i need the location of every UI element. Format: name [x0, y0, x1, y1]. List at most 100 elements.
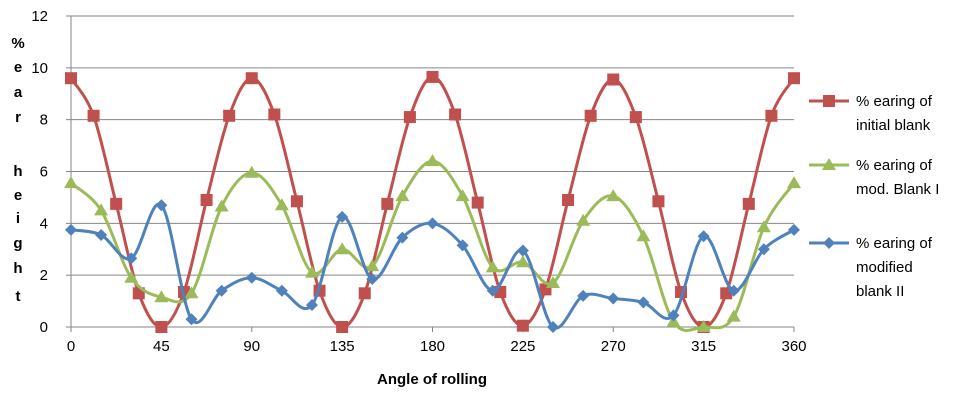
data-point: [274, 198, 289, 211]
data-point: [381, 197, 394, 210]
x-tick-label: 360: [781, 338, 806, 355]
data-point: [290, 195, 303, 208]
data-point: [607, 73, 620, 86]
data-point: [336, 210, 349, 223]
y-tick-label: 0: [40, 319, 48, 336]
y-tick-label: 2: [40, 267, 48, 284]
x-tick-label: 135: [330, 338, 355, 355]
data-point: [214, 199, 229, 212]
legend: % earing of initial blank % earing of mod. …: [809, 93, 939, 300]
data-point: [155, 199, 168, 212]
data-point: [742, 197, 755, 210]
legend-label: % earing of: [856, 235, 933, 252]
data-point: [547, 321, 559, 333]
y-axis-title-char: e: [14, 59, 22, 76]
y-axis-title-char: h: [13, 260, 22, 277]
data-point: [486, 284, 499, 297]
legend-label: % earing of: [856, 93, 933, 110]
data-point: [124, 270, 139, 283]
data-point: [456, 239, 469, 252]
data-point: [155, 321, 168, 333]
y-axis-title-char: r: [15, 109, 21, 126]
data-point: [125, 252, 138, 265]
data-point: [268, 108, 281, 121]
x-axis-title: Angle of rolling: [377, 371, 487, 388]
data-point: [787, 176, 801, 189]
data-point: [396, 231, 409, 244]
legend-marker: [823, 237, 835, 249]
y-axis-title-char: i: [16, 210, 20, 227]
legend-entry: % earing of mod. Blank I: [809, 157, 939, 198]
series-1: [65, 70, 800, 333]
data-point: [696, 320, 711, 332]
data-point: [223, 109, 236, 122]
data-point: [667, 309, 680, 322]
data-point: [584, 109, 597, 122]
data-point: [765, 109, 778, 122]
data-point: [200, 194, 213, 207]
data-point: [449, 108, 462, 121]
data-point: [184, 286, 199, 299]
data-point: [305, 265, 319, 278]
series: [64, 70, 801, 333]
legend-label: modified: [856, 259, 913, 276]
data-point: [516, 319, 529, 332]
data-point: [455, 189, 470, 202]
y-tick-labels: 0 2 4 6 8 10 12: [31, 8, 71, 336]
data-point: [606, 189, 621, 202]
y-axis-title-char: e: [14, 187, 22, 204]
data-point: [365, 259, 380, 272]
y-axis-title-char: a: [14, 84, 23, 101]
x-tick-label: 180: [420, 338, 445, 355]
data-point: [395, 189, 410, 202]
data-point: [306, 298, 318, 311]
gridlines: [71, 15, 794, 276]
data-point: [637, 296, 650, 309]
data-point: [275, 284, 288, 297]
data-point: [335, 242, 350, 255]
x-tick-label: 0: [67, 338, 75, 355]
data-point: [607, 292, 620, 305]
data-point: [562, 194, 575, 207]
y-tick-label: 4: [40, 215, 48, 232]
data-point: [110, 197, 123, 210]
data-point: [697, 230, 710, 243]
data-point: [244, 165, 259, 178]
legend-label: blank II: [856, 283, 904, 300]
data-point: [636, 229, 651, 242]
y-tick-label: 6: [40, 164, 48, 181]
y-axis-title-char: g: [13, 235, 22, 252]
data-point: [366, 273, 379, 286]
data-point: [245, 72, 258, 85]
legend-label: % earing of: [856, 157, 933, 174]
data-point: [336, 321, 349, 333]
data-point: [185, 313, 198, 326]
legend-label: mod. Blank I: [856, 181, 939, 198]
legend-entry: % earing of modified blank II: [809, 235, 933, 300]
y-axis-title-char: %: [11, 35, 24, 52]
x-tick-label: 45: [153, 338, 170, 355]
data-point: [577, 289, 590, 302]
data-point: [87, 109, 100, 122]
data-point: [65, 223, 77, 236]
data-point: [65, 72, 77, 85]
data-point: [485, 260, 500, 273]
data-point: [727, 284, 740, 297]
y-tick-label: 10: [31, 60, 48, 77]
data-point: [426, 70, 439, 83]
data-point: [426, 217, 439, 230]
data-point: [403, 111, 416, 124]
data-point: [788, 223, 800, 236]
data-point: [154, 290, 169, 303]
y-axis-title-char: t: [16, 288, 21, 305]
data-point: [516, 244, 529, 257]
legend-marker: [822, 158, 836, 170]
data-point: [425, 154, 440, 167]
x-tick-label: 315: [691, 338, 716, 355]
x-tick-label: 270: [601, 338, 626, 355]
data-point: [546, 275, 560, 288]
y-tick-label: 12: [31, 8, 48, 25]
